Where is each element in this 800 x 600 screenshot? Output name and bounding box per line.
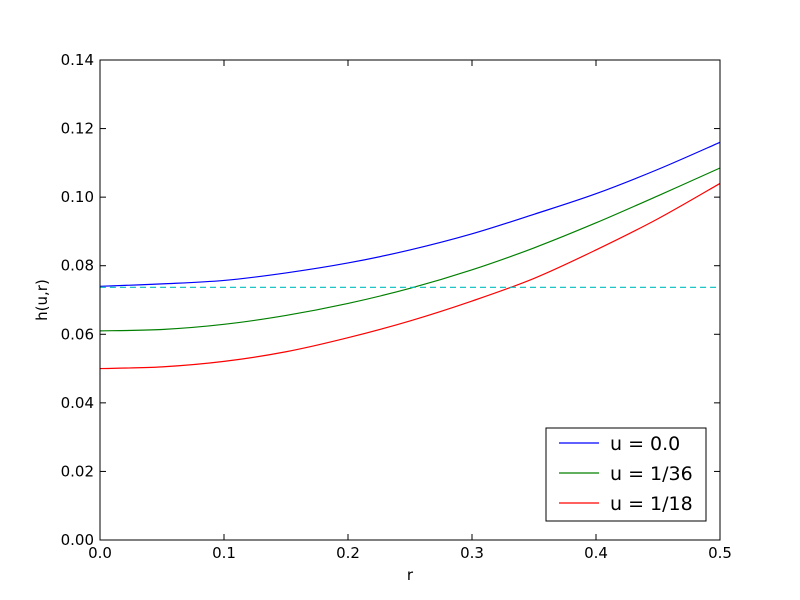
- y-tick-label-7: 0.14: [61, 51, 94, 69]
- series-line-0: [99, 141, 721, 287]
- x-tick-label-0: 0.0: [88, 544, 112, 562]
- ticks-layer: 0.0 0.1 0.2 0.3 0.4 0.5 0.00 0.02 0.04 0.06 0.08 0.…: [61, 51, 732, 562]
- legend-label-1: u = 1/36: [610, 463, 693, 485]
- y-tick-label-1: 0.02: [61, 462, 94, 480]
- x-tick-label-3: 0.3: [460, 544, 484, 562]
- y-tick-label-6: 0.12: [61, 120, 94, 138]
- y-tick-label-3: 0.06: [61, 325, 94, 343]
- legend-label-0: u = 0.0: [610, 433, 680, 455]
- x-tick-label-5: 0.5: [708, 544, 732, 562]
- series-line-2: [99, 182, 721, 370]
- plot-layer: [99, 141, 721, 370]
- series-line-1: [99, 167, 721, 332]
- y-tick-label-2: 0.04: [61, 394, 94, 412]
- x-tick-label-2: 0.2: [336, 544, 360, 562]
- y-tick-label-5: 0.10: [61, 188, 94, 206]
- x-tick-label-1: 0.1: [212, 544, 236, 562]
- legend: u = 0.0 u = 1/36 u = 1/18: [545, 427, 707, 522]
- y-tick-label-4: 0.08: [61, 257, 94, 275]
- x-tick-label-4: 0.4: [584, 544, 608, 562]
- legend-label-2: u = 1/18: [610, 493, 693, 515]
- y-tick-label-0: 0.00: [61, 531, 94, 549]
- y-axis-label: h(u,r): [33, 279, 51, 321]
- x-axis-label: r: [407, 566, 414, 584]
- plot-frame: [99, 59, 721, 541]
